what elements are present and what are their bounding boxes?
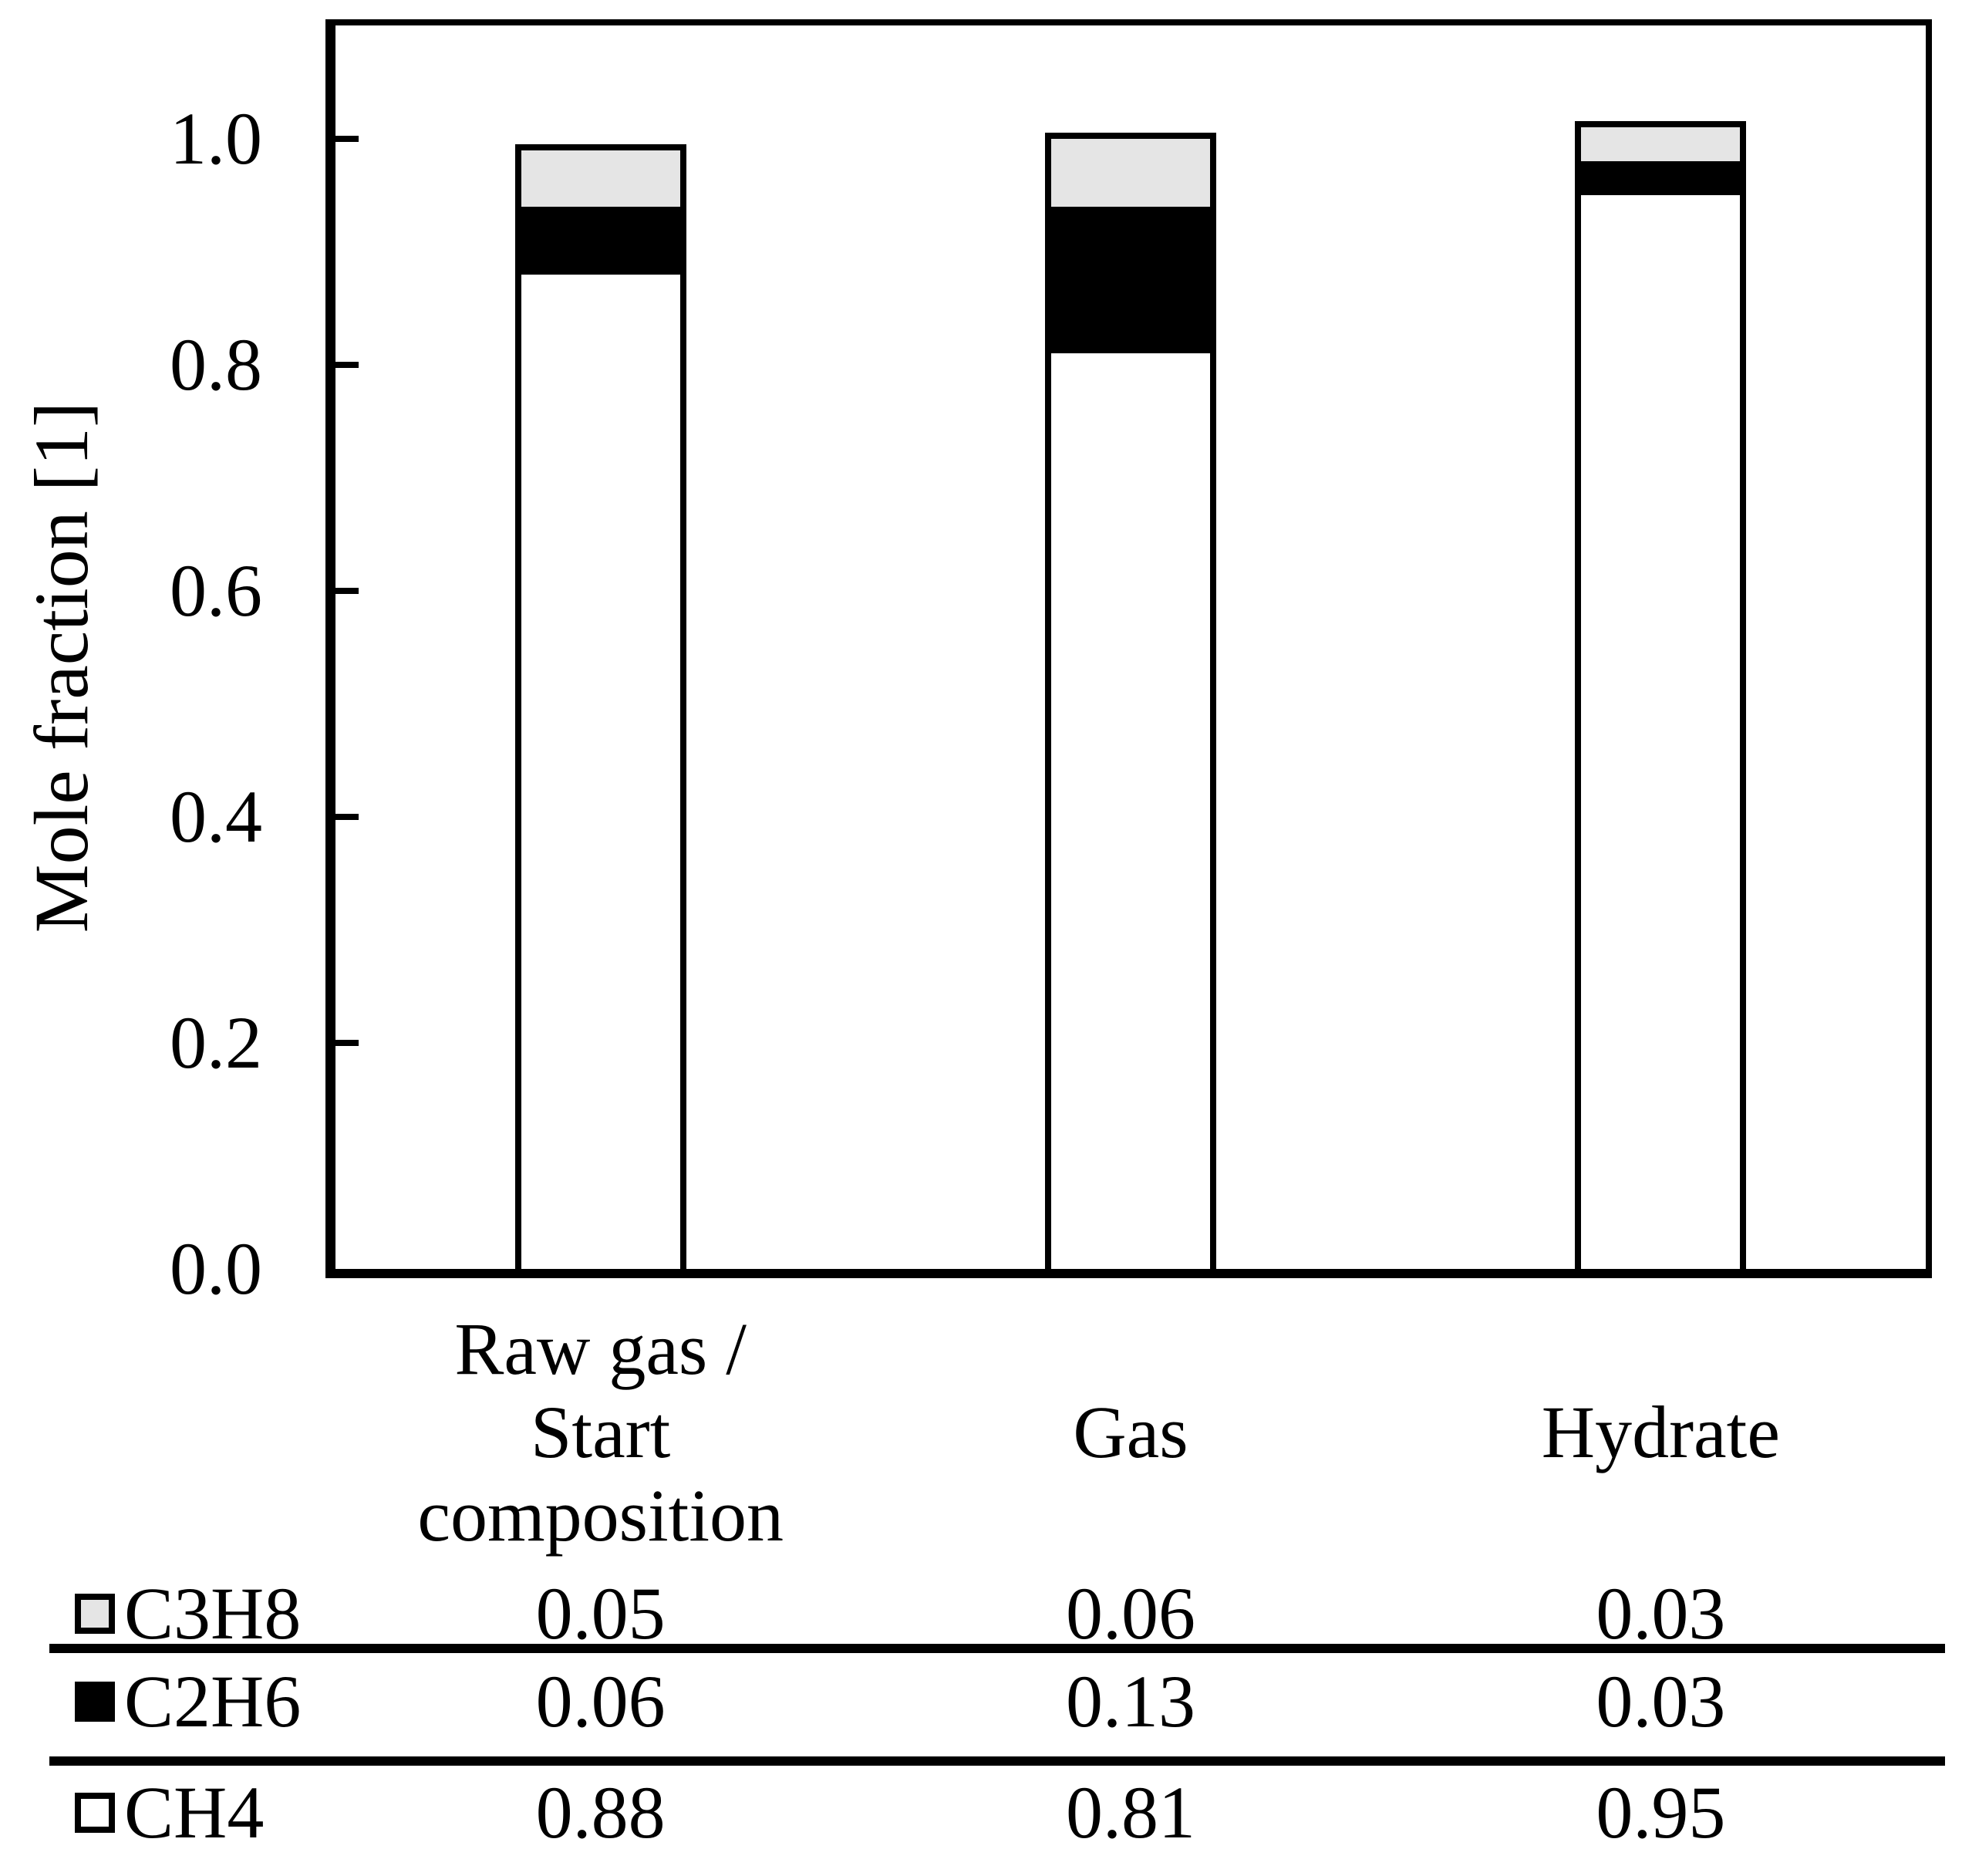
bar-segment-c3h8-gas — [1051, 139, 1210, 207]
y-tick — [335, 1040, 359, 1046]
bar-segment-c2h6-gas — [1051, 206, 1210, 354]
legend-row-c3h8: C3H8 0.05 0.06 0.03 — [0, 1575, 1962, 1652]
value-ch4-hydrate: 0.95 — [1596, 1771, 1726, 1854]
y-tick-label: 0.8 — [170, 323, 262, 406]
y-tick-label: 1.0 — [170, 97, 262, 180]
x-label-raw-gas-start-composition: Raw gas / Start composition — [331, 1305, 871, 1560]
legend-label-c3h8: C3H8 — [124, 1572, 302, 1655]
y-tick-label: 0.4 — [170, 775, 262, 858]
legend-marker-c3h8 — [75, 1594, 115, 1634]
y-tick — [335, 362, 359, 368]
y-tick — [335, 136, 359, 142]
legend-label-c2h6: C2H6 — [124, 1660, 302, 1743]
y-tick-label: 0.6 — [170, 549, 262, 632]
y-tick — [335, 588, 359, 594]
y-tick-label: 0.0 — [170, 1227, 262, 1310]
value-c2h6-hydrate: 0.03 — [1596, 1660, 1726, 1743]
value-c3h8-gas: 0.06 — [1066, 1572, 1195, 1655]
y-tick — [335, 814, 359, 820]
table-separator — [49, 1644, 1945, 1653]
bar-segment-ch4-gas — [1051, 353, 1210, 1269]
value-c2h6-gas: 0.13 — [1066, 1660, 1195, 1743]
bar-gas — [1045, 133, 1216, 1269]
x-label-line: Gas — [1073, 1391, 1188, 1473]
value-c3h8-raw-gas-start-composition: 0.05 — [535, 1572, 666, 1655]
x-label-hydrate: Hydrate — [1391, 1305, 1930, 1560]
value-ch4-gas: 0.81 — [1066, 1771, 1195, 1854]
x-label-line: Start — [531, 1391, 671, 1473]
bar-segment-ch4-hydrate — [1581, 195, 1741, 1269]
legend-label-ch4: CH4 — [124, 1771, 265, 1854]
value-c2h6-raw-gas-start-composition: 0.06 — [535, 1660, 666, 1743]
bar-segment-c3h8-hydrate — [1581, 127, 1741, 162]
value-c3h8-hydrate: 0.03 — [1596, 1572, 1726, 1655]
x-label-line: Hydrate — [1541, 1391, 1780, 1473]
bar-segment-ch4-raw-gas-start-composition — [521, 274, 680, 1269]
y-tick-label: 0.2 — [170, 1001, 262, 1084]
bar-raw-gas-start-composition — [514, 143, 686, 1269]
x-label-line: composition — [417, 1474, 784, 1557]
legend-row-c2h6: C2H6 0.06 0.13 0.03 — [0, 1663, 1962, 1740]
x-label-line: Raw gas / — [454, 1307, 747, 1390]
table-separator — [49, 1756, 1945, 1766]
bar-hydrate — [1575, 121, 1747, 1269]
value-ch4-raw-gas-start-composition: 0.88 — [535, 1771, 666, 1854]
x-label-gas: Gas — [861, 1305, 1401, 1560]
legend-marker-ch4 — [75, 1793, 115, 1833]
legend-row-ch4: CH4 0.88 0.81 0.95 — [0, 1774, 1962, 1851]
bar-segment-c3h8-raw-gas-start-composition — [521, 150, 680, 207]
bar-segment-c2h6-raw-gas-start-composition — [521, 206, 680, 275]
legend-marker-c2h6 — [75, 1682, 115, 1722]
bar-segment-c2h6-hydrate — [1581, 161, 1741, 196]
